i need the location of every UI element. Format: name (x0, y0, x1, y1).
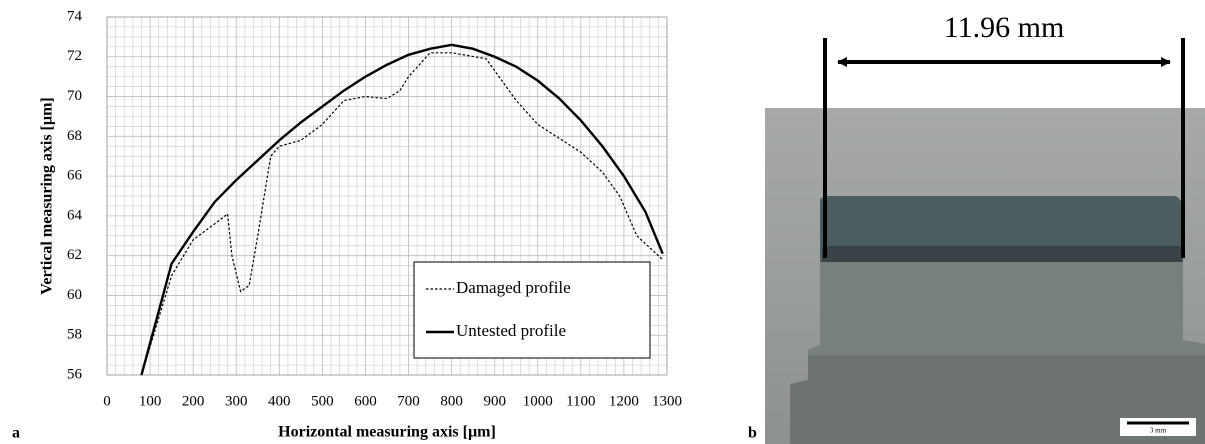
line-chart: 0 100 200 300 400 500 600 700 800 900 1000 1100 1200… (39, 8, 682, 440)
x-tick-label: 900 (483, 393, 506, 409)
x-tick-label: 0 (103, 393, 111, 409)
specimen-base (790, 355, 1205, 444)
data-line (140, 52, 664, 376)
x-tick-label: 1100 (566, 393, 595, 409)
legend-label: Damaged profile (456, 278, 571, 297)
photo: 11.96 mm 3 mm (765, 11, 1205, 444)
x-tick-label: 200 (182, 393, 205, 409)
y-tick-label: 68 (67, 128, 82, 144)
y-tick-label: 72 (67, 48, 82, 64)
x-tick-label: 600 (354, 393, 377, 409)
y-axis-label: Vertical measuring axis [µm] (39, 97, 56, 294)
panel-label: b (748, 425, 757, 442)
legend-label: Untested profile (456, 321, 566, 340)
y-tick-label: 56 (67, 366, 83, 382)
x-tick-label: 400 (268, 393, 291, 409)
y-tick-label: 60 (67, 287, 82, 303)
y-tick-label: 66 (67, 168, 83, 184)
x-tick-label: 500 (311, 393, 334, 409)
x-tick-label: 700 (397, 393, 420, 409)
y-tick-label: 58 (67, 327, 82, 343)
plot-frame (106, 16, 668, 376)
specimen-top (820, 196, 1183, 262)
x-axis-label: Horizontal measuring axis [µm] (278, 424, 496, 441)
panel-label: a (12, 425, 20, 442)
y-tick-label: 64 (67, 207, 83, 223)
x-tick-label: 100 (139, 393, 162, 409)
dimension-label: 11.96 mm (944, 11, 1065, 44)
legend-box (413, 261, 651, 359)
y-tick-label: 62 (67, 247, 82, 263)
y-tick-label: 70 (67, 88, 82, 104)
x-tick-label: 800 (440, 393, 463, 409)
scale-bar-label: 3 mm (1150, 427, 1167, 435)
x-tick-label: 1300 (652, 393, 682, 409)
y-tick-label: 74 (67, 8, 83, 24)
x-tick-label: 300 (225, 393, 248, 409)
x-tick-label: 1000 (523, 393, 553, 409)
x-tick-label: 1200 (609, 393, 639, 409)
data-line (140, 43, 664, 376)
specimen-band (822, 246, 1182, 264)
